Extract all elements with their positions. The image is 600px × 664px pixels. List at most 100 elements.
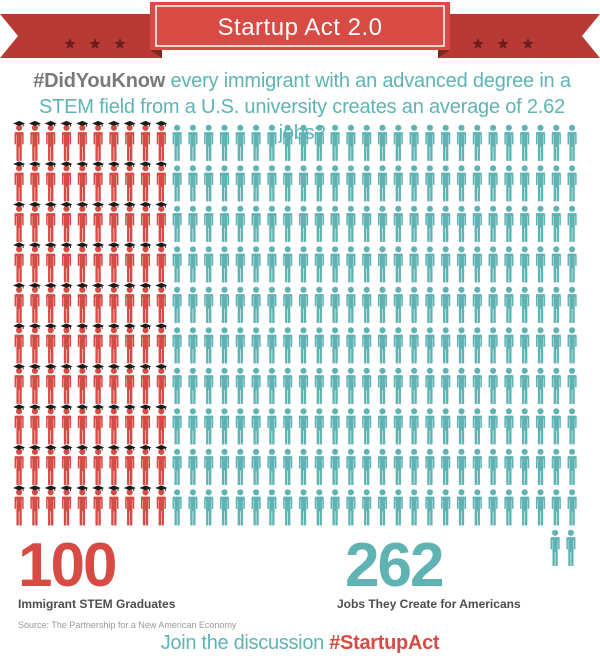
person-icon — [409, 205, 419, 243]
person-icon — [504, 246, 514, 283]
person-icon — [346, 246, 356, 283]
person-icon — [472, 408, 482, 445]
person-icon — [314, 408, 324, 445]
person-icon — [204, 327, 214, 364]
call-to-action[interactable]: Join the discussion #StartupAct — [0, 632, 600, 655]
person-icon — [235, 327, 245, 364]
graduate-person-icon — [155, 404, 168, 445]
graduate-person-icon — [13, 120, 26, 162]
graduate-person-icon — [107, 282, 120, 324]
person-icon — [566, 529, 576, 567]
person-icon — [393, 367, 403, 405]
person-icon — [504, 367, 514, 405]
graduate-person-icon — [28, 161, 41, 202]
person-icon — [251, 367, 261, 405]
person-icon — [219, 367, 230, 405]
person-icon — [172, 246, 182, 283]
person-icon — [219, 286, 230, 324]
person-icon — [567, 367, 577, 405]
person-icon — [172, 408, 182, 445]
person-icon — [251, 124, 261, 162]
graduate-person-icon — [123, 201, 136, 243]
person-icon — [204, 124, 214, 162]
person-icon — [425, 124, 435, 162]
person-icon — [409, 327, 419, 364]
graduate-person-icon — [76, 120, 89, 162]
graduate-person-icon — [44, 242, 57, 283]
person-icon — [283, 327, 293, 364]
graduate-person-icon — [92, 404, 105, 445]
graduate-person-icon — [92, 444, 105, 486]
cta-hashtag[interactable]: #StartupAct — [329, 632, 440, 654]
person-icon — [188, 408, 198, 445]
graduate-person-icon — [139, 444, 152, 486]
person-icon — [362, 448, 372, 486]
graduate-person-icon — [123, 161, 136, 202]
graduate-person-icon — [107, 242, 120, 283]
graduate-person-icon — [44, 323, 57, 364]
person-icon — [567, 205, 577, 243]
graduate-person-icon — [139, 323, 152, 364]
person-icon — [314, 286, 324, 324]
person-icon — [219, 408, 230, 445]
person-icon — [488, 165, 498, 202]
graduate-person-icon — [92, 282, 105, 324]
person-icon — [425, 489, 435, 526]
graduate-person-icon — [155, 485, 168, 526]
person-icon — [456, 489, 467, 526]
person-icon — [204, 205, 214, 243]
person-icon — [441, 448, 451, 486]
person-icon — [204, 367, 214, 405]
person-icon — [362, 124, 372, 162]
person-icon — [393, 448, 403, 486]
person-icon — [551, 246, 561, 283]
banner-main-border — [155, 5, 445, 47]
person-icon — [188, 246, 198, 283]
person-icon — [267, 246, 277, 283]
person-icon — [204, 165, 214, 202]
graduate-person-icon — [76, 323, 89, 364]
person-icon — [330, 448, 340, 486]
person-icon — [551, 205, 561, 243]
person-icon — [330, 327, 340, 364]
banner-right-tail — [438, 14, 600, 58]
graduate-person-icon — [139, 120, 152, 162]
graduate-person-icon — [155, 201, 168, 243]
headline-line1: every immigrant with an advanced degree … — [165, 70, 571, 92]
person-icon — [314, 448, 324, 486]
person-icon — [520, 408, 530, 445]
jobs-number: 262 — [345, 531, 444, 600]
person-icon — [488, 408, 498, 445]
person-icon — [425, 246, 435, 283]
person-icon — [441, 327, 451, 364]
person-icon — [441, 205, 451, 243]
person-icon — [283, 448, 293, 486]
graduate-person-icon — [28, 404, 41, 445]
graduate-person-icon — [13, 485, 26, 526]
person-icon — [567, 448, 577, 486]
graduate-person-icon — [123, 242, 136, 283]
person-icon — [204, 489, 214, 526]
person-icon — [472, 124, 482, 162]
person-icon — [283, 205, 293, 243]
person-icon — [535, 165, 546, 202]
graduate-person-icon — [60, 282, 73, 324]
person-icon — [551, 448, 561, 486]
graduate-person-icon — [155, 161, 168, 202]
person-icon — [377, 246, 388, 283]
person-icon — [535, 448, 546, 486]
graduate-person-icon — [28, 120, 41, 162]
person-icon — [377, 286, 388, 324]
person-icon — [204, 408, 214, 445]
graduate-person-icon — [107, 444, 120, 486]
graduate-person-icon — [76, 161, 89, 202]
graduate-person-icon — [107, 161, 120, 202]
person-icon — [551, 367, 561, 405]
person-icon — [409, 286, 419, 324]
graduate-person-icon — [60, 404, 73, 445]
graduate-person-icon — [13, 363, 26, 405]
person-icon — [188, 165, 198, 202]
person-icon — [567, 246, 577, 283]
person-icon — [550, 529, 560, 567]
graduate-person-icon — [107, 363, 120, 405]
